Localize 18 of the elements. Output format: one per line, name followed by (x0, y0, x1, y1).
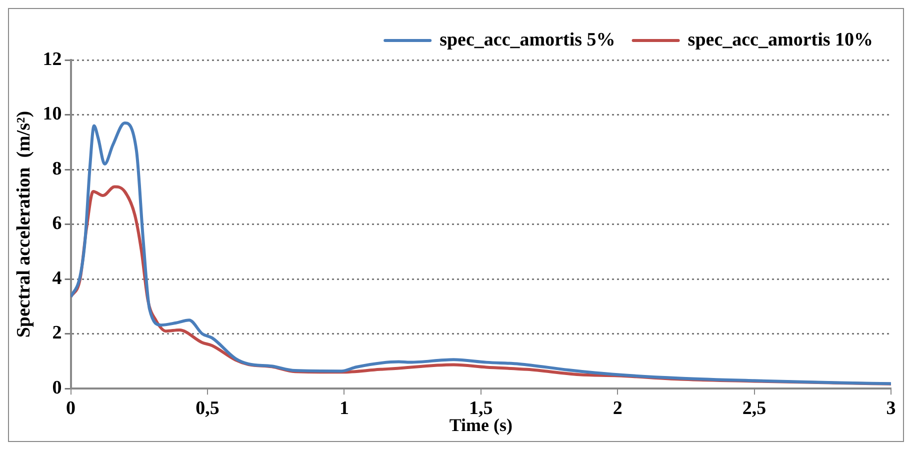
x-tick-label: 0,5 (196, 398, 220, 419)
y-tick-label: 2 (52, 322, 62, 344)
y-tick-label: 4 (52, 268, 62, 289)
y-tick-label: 0 (52, 378, 62, 399)
y-axis-title: Spectral acceleration (m/s²) (13, 110, 34, 338)
x-tick-label: 0 (66, 398, 76, 419)
x-tick-label: 1,5 (469, 398, 493, 419)
x-tick-label: 2 (612, 398, 622, 419)
line-series (70, 121, 891, 386)
x-tick-label: 3 (886, 398, 896, 419)
y-tick-label: 12 (42, 48, 62, 70)
y-tick-label: 6 (52, 213, 62, 234)
x-tick-label: 2,5 (742, 398, 766, 419)
legend-label: spec_acc_amortis 10% (688, 29, 874, 50)
y-tick-label: 10 (42, 104, 62, 125)
x-tick-label: 1 (339, 398, 349, 419)
legend-label: spec_acc_amortis 5% (440, 29, 616, 50)
y-tick-label: 8 (52, 158, 62, 180)
